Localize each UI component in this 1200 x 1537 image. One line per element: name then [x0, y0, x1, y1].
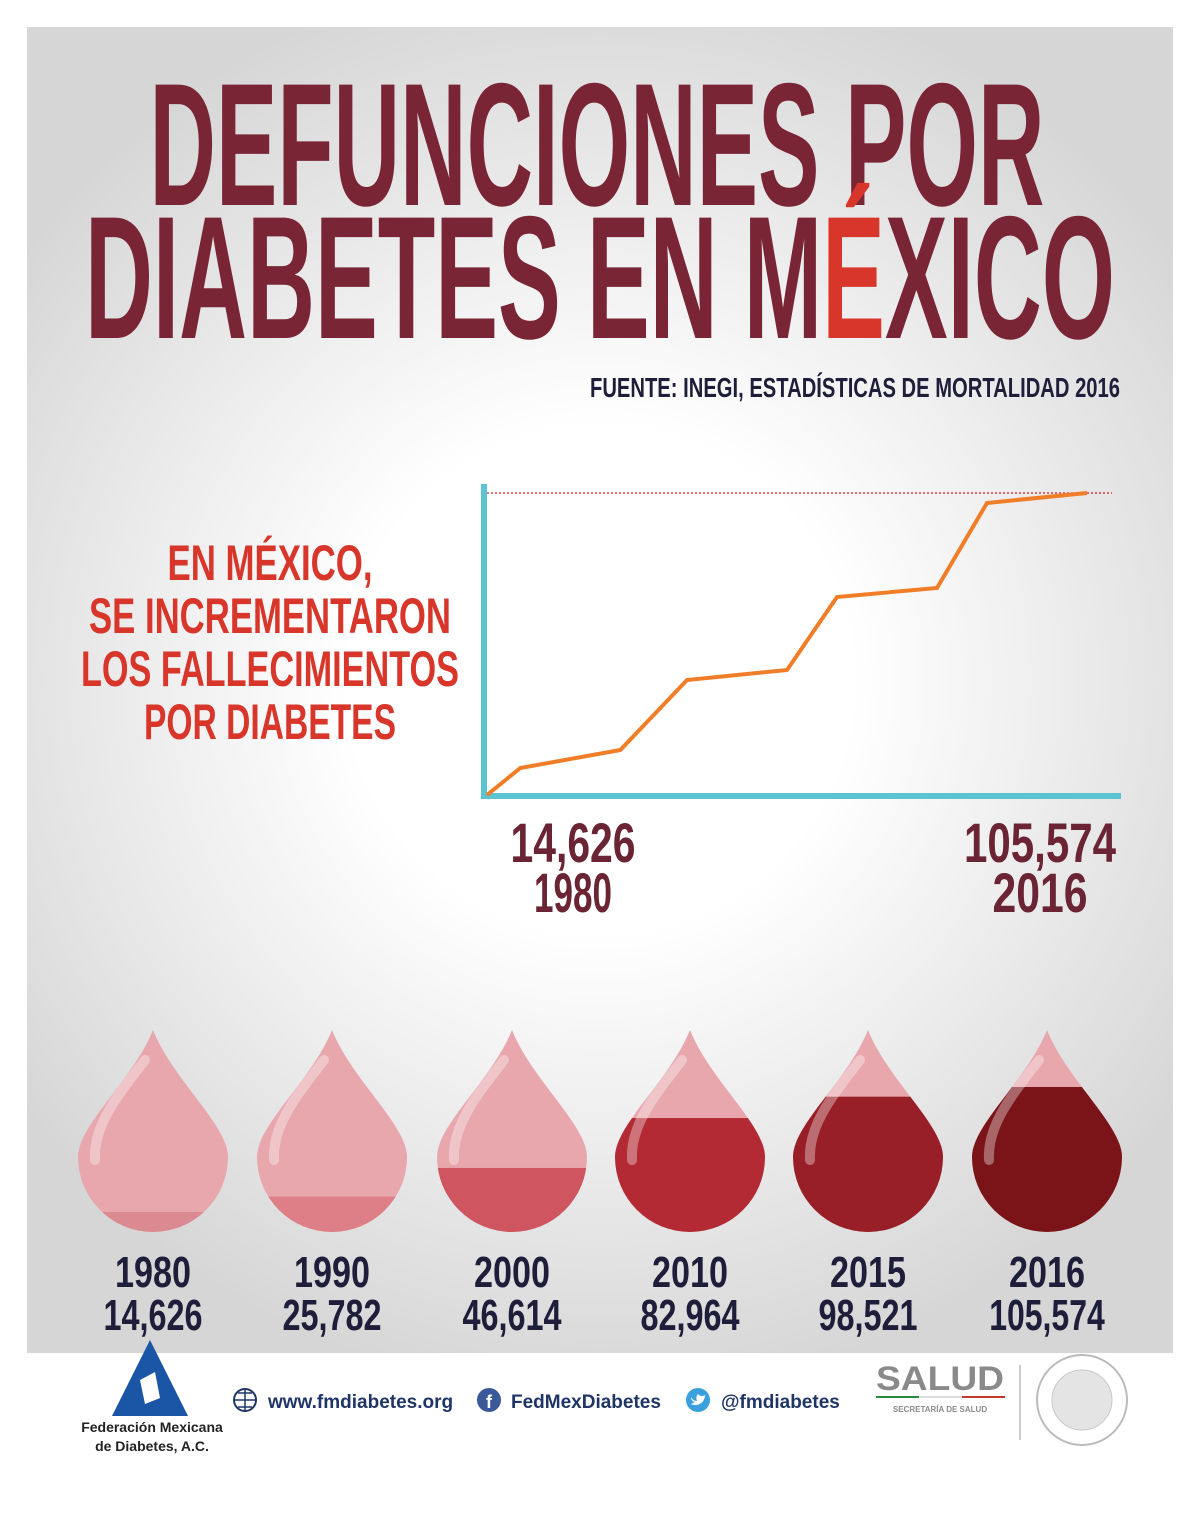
- title-part: XICO: [885, 181, 1115, 376]
- drop-fill: [793, 1096, 943, 1232]
- drop-highlight: [89, 1055, 150, 1165]
- drop-value: 46,614: [463, 1291, 562, 1340]
- facebook: FedMexDiabetes: [511, 1392, 661, 1413]
- logo-mark: [140, 1372, 160, 1404]
- drop-highlight: [983, 1055, 1044, 1165]
- twitter: @fmdiabetes: [721, 1392, 840, 1413]
- drop-year: 1990: [294, 1248, 370, 1297]
- salud-bar: [876, 1396, 919, 1398]
- org-name: Federación Mexicana: [81, 1419, 223, 1435]
- salud-sub: SECRETARÍA DE SALUD: [893, 1405, 987, 1414]
- globe-lines: [234, 1389, 256, 1411]
- endpoint-year: 1980: [534, 861, 612, 924]
- title: DEFUNCIONES POR: [150, 48, 1045, 243]
- drop-year: 2015: [830, 1248, 906, 1297]
- drop-fill: [972, 1087, 1122, 1232]
- salud: SALUD: [876, 1360, 1004, 1398]
- statement-line: LOS FALLECIMIENTOS: [81, 641, 459, 697]
- drop: [257, 1030, 407, 1232]
- facebook-icon: [477, 1388, 501, 1412]
- org-name: de Diabetes, A.C.: [95, 1438, 209, 1454]
- drop-value: 98,521: [819, 1291, 918, 1340]
- seal: [1036, 1354, 1128, 1446]
- data-line: [485, 491, 1088, 797]
- drop-highlight: [804, 1055, 865, 1165]
- statement-line: SE INCREMENTARON: [89, 588, 451, 644]
- endpoint-year: 2016: [993, 861, 1088, 924]
- title-part: DIABETES EN M: [85, 181, 822, 376]
- drop-year: 2016: [1009, 1248, 1085, 1297]
- facebook-f: f: [486, 1392, 493, 1412]
- drop-highlight: [626, 1055, 687, 1165]
- drop-year: 2000: [474, 1248, 550, 1297]
- title-accent: É: [822, 181, 885, 376]
- source: FUENTE: INEGI, ESTADÍSTICAS DE MORTALIDA…: [590, 372, 1120, 403]
- twitter-bird: [691, 1394, 705, 1405]
- drop-highlight: [268, 1055, 329, 1165]
- endpoint-value: 14,626: [511, 811, 636, 874]
- salud-bar: [962, 1396, 1005, 1398]
- endpoint-value: 105,574: [964, 811, 1116, 874]
- title: DIABETES EN MÉXICO: [85, 181, 1115, 376]
- statement-line: EN MÉXICO,: [168, 535, 373, 591]
- statement-line: POR DIABETES: [144, 694, 396, 750]
- drop-value: 82,964: [641, 1291, 740, 1340]
- website: www.fmdiabetes.org: [267, 1392, 453, 1413]
- drop-value: 25,782: [283, 1291, 382, 1340]
- drop-value: 105,574: [989, 1291, 1105, 1340]
- seal-inner: [1051, 1369, 1113, 1431]
- drop-year: 1980: [115, 1248, 191, 1297]
- drop: [78, 1030, 228, 1232]
- drop-year: 2010: [652, 1248, 728, 1297]
- drop-value: 14,626: [104, 1291, 203, 1340]
- salud-bar: [919, 1396, 962, 1398]
- drop-highlight: [448, 1055, 509, 1165]
